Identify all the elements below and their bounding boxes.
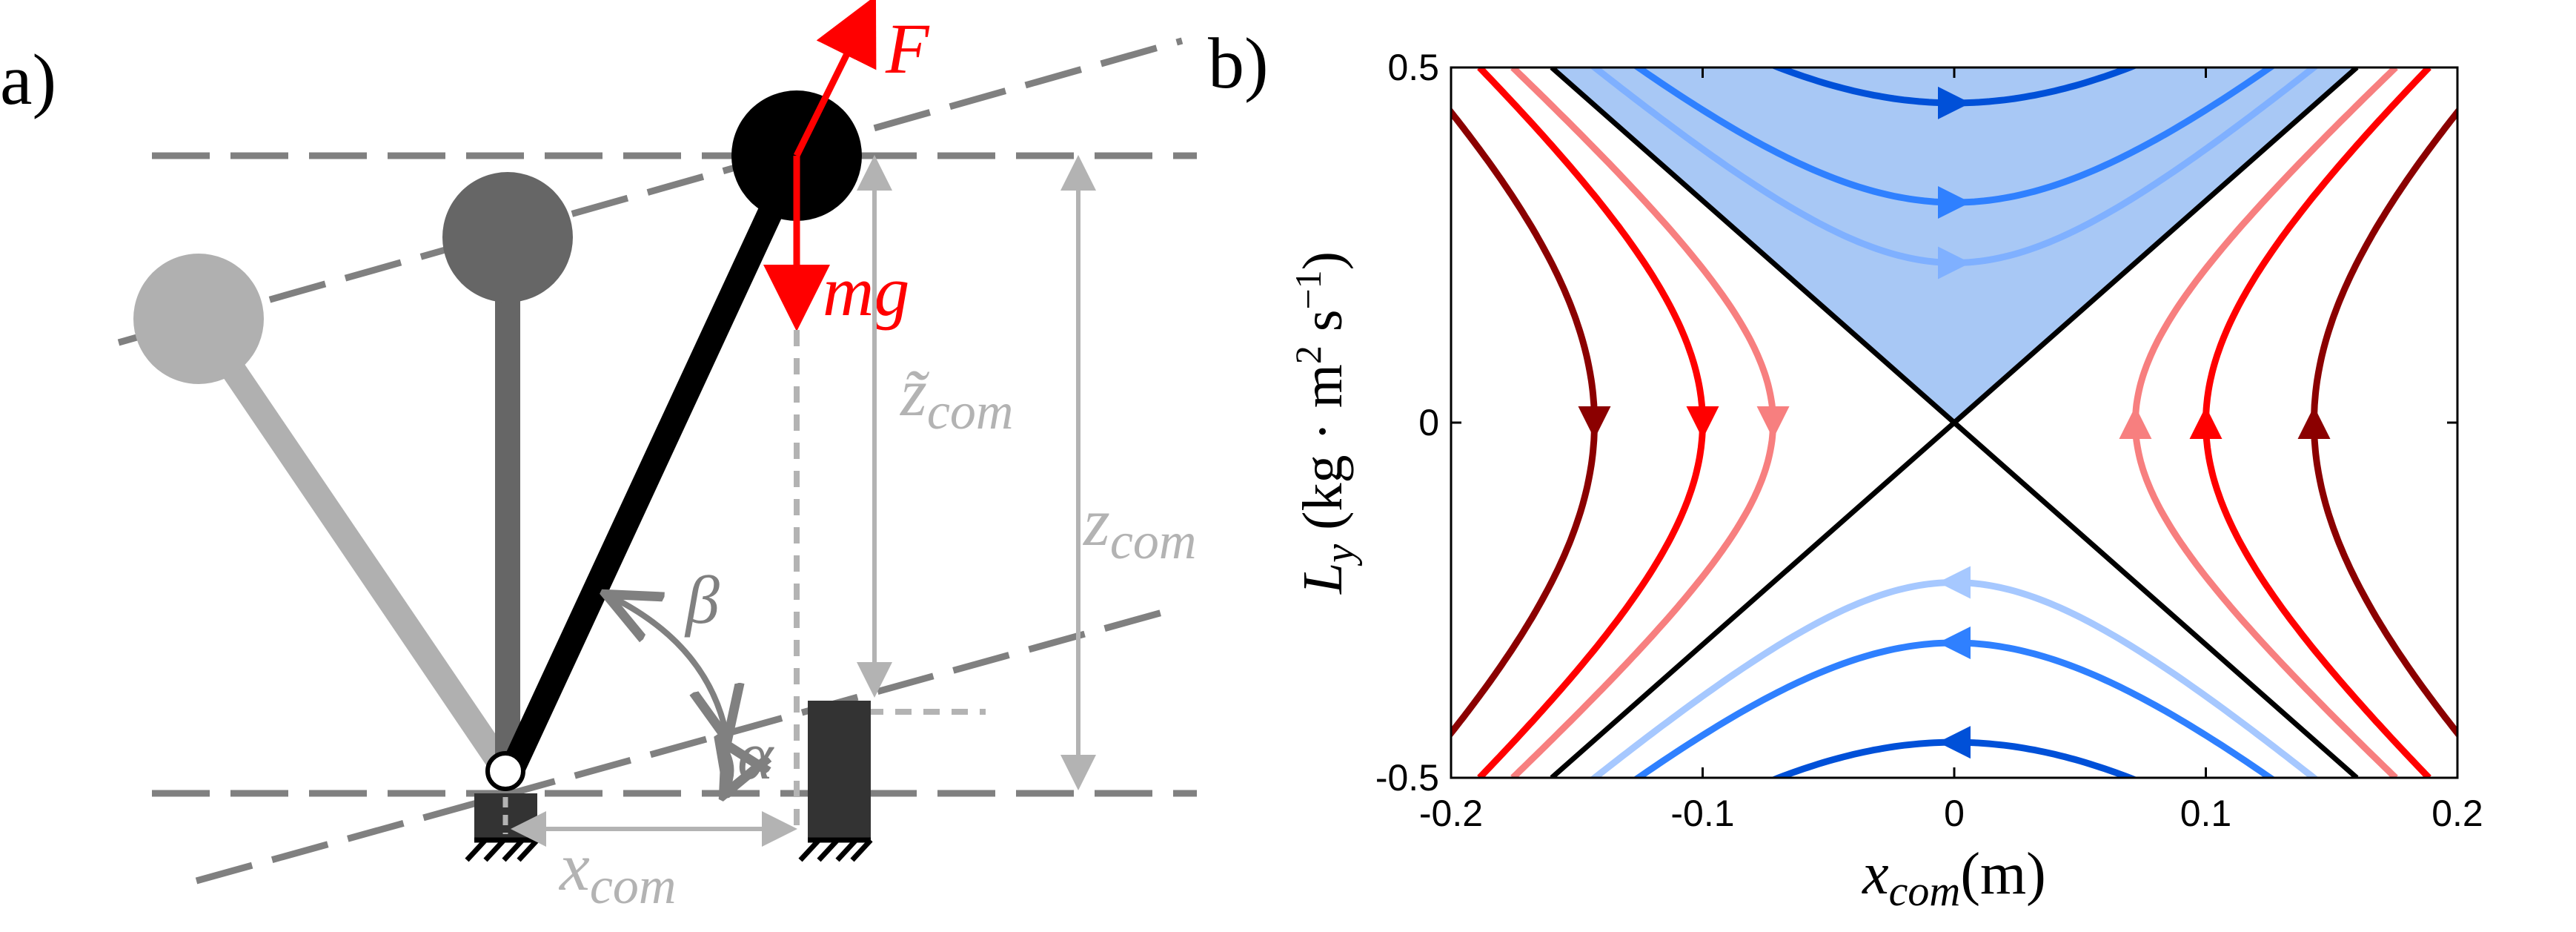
red-trajectory-arrow-2 — [1686, 406, 1719, 439]
upper-inclined-guide — [117, 37, 1184, 346]
com-block — [808, 701, 871, 838]
axis-ticks: -0.2 -0.1 0 0.1 0.2 -0.5 0 0.5 — [1375, 47, 2483, 834]
z-label: zcom — [1082, 484, 1196, 570]
red-trajectory-1 — [1451, 107, 1598, 738]
alpha-arc — [723, 745, 731, 790]
red-trajectory-arrow-5 — [2189, 406, 2223, 439]
y-tick-label: 0.5 — [1387, 47, 1439, 88]
force-arrow — [793, 0, 877, 157]
blue-trajectory-arrow-2 — [1938, 186, 1971, 219]
beta-label: β — [684, 562, 720, 638]
blue-trajectory-arrow-1 — [1938, 86, 1971, 119]
x-tick-label: -0.1 — [1670, 793, 1734, 834]
phase-portrait — [1451, 67, 2457, 778]
ztilde-label: z̃com — [899, 354, 1013, 440]
x-tick-label: 0 — [1944, 793, 1965, 834]
red-trajectory-arrow-4 — [2119, 406, 2152, 439]
red-trajectory-6 — [2311, 107, 2457, 738]
y-tick-label: 0 — [1418, 402, 1439, 443]
x-label: xcom — [558, 829, 676, 915]
panel-a: a) F mg — [0, 0, 1197, 915]
dark-pendulum-rod — [499, 150, 809, 777]
panel-a-label: a) — [0, 40, 56, 120]
pivot-joint — [485, 751, 525, 791]
panel-b-label: b) — [1208, 24, 1269, 104]
panel-b: b) -0.2 -0.1 0 0.1 0.2 -0.5 0 0.5 xcom(m) Ly (k… — [1208, 24, 2483, 915]
blue-trajectory-arrow-4 — [1938, 726, 1971, 759]
y-tick-label: -0.5 — [1375, 757, 1439, 799]
weight-label: mg — [823, 251, 909, 331]
blue-trajectory-arrow-6 — [1938, 566, 1971, 599]
red-trajectory-arrow-1 — [1578, 406, 1611, 439]
mid-pendulum-mass — [442, 172, 573, 303]
light-pendulum-rod — [187, 311, 517, 779]
y-axis-title: Ly (kg · m2 s−1) — [1287, 251, 1363, 595]
red-trajectory-arrow-3 — [1756, 406, 1790, 439]
ground-hatch-left — [465, 837, 540, 862]
beta-arc — [611, 597, 726, 734]
blue-trajectory-arrow-3 — [1938, 246, 1971, 280]
red-trajectory-arrow-6 — [2297, 406, 2331, 439]
x-tick-label: 0.2 — [2431, 793, 2483, 834]
alpha-label: α — [737, 718, 774, 793]
ground-hatch-right — [798, 837, 873, 862]
light-pendulum-mass — [133, 254, 264, 384]
force-label: F — [885, 9, 930, 88]
blue-trajectory-arrow-5 — [1938, 626, 1971, 659]
x-axis-title: xcom(m) — [1862, 842, 2046, 915]
lower-inclined-guide — [195, 604, 1180, 885]
x-tick-label: -0.2 — [1419, 793, 1483, 834]
stable-region-shading — [1551, 67, 2357, 423]
x-tick-label: 0.1 — [2180, 793, 2232, 834]
separatrix-2 — [1550, 67, 2359, 778]
